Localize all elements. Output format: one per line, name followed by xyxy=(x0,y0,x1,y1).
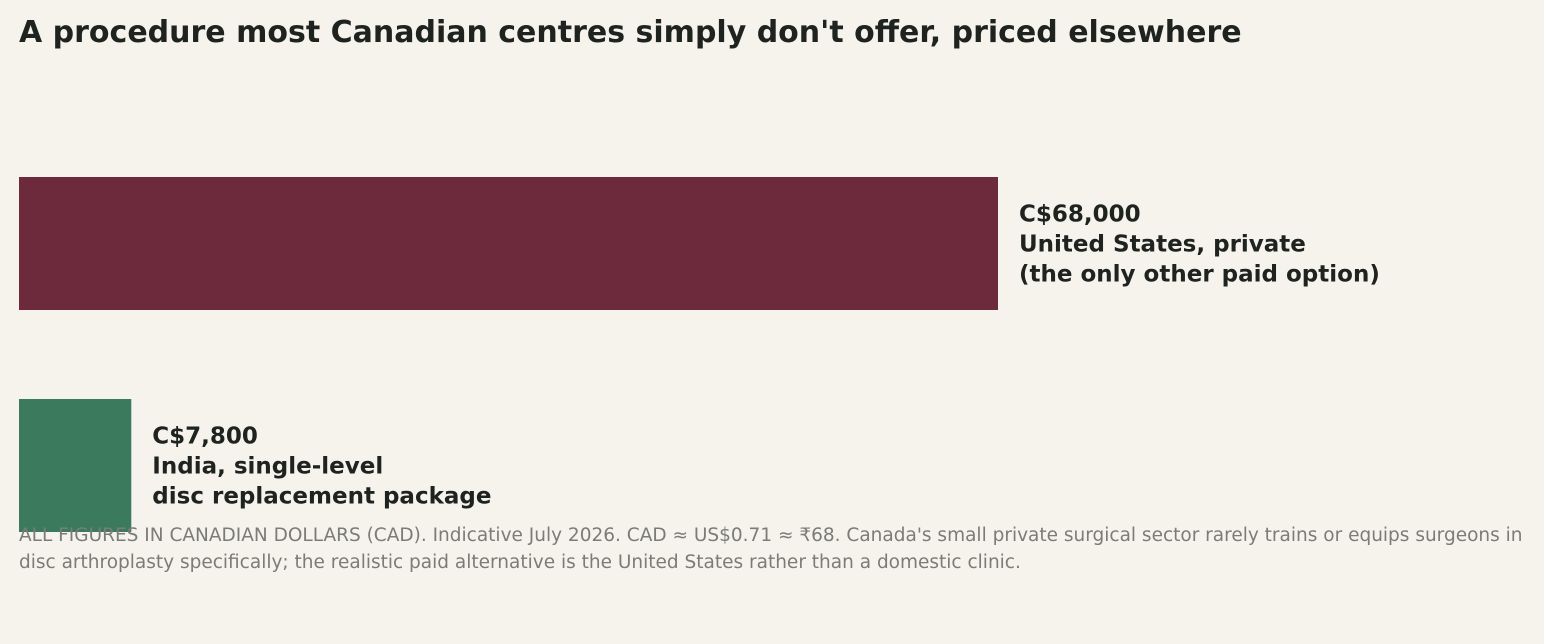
bar-label-1: C$7,800 India, single-level disc replaceme… xyxy=(152,424,491,510)
bar-label-line: United States, private xyxy=(1019,232,1306,258)
chart-title: A procedure most Canadian centres simply… xyxy=(19,15,1242,50)
footnote: ALL FIGURES IN CANADIAN DOLLARS (CAD). I… xyxy=(19,525,1523,573)
bar-label-line: C$68,000 xyxy=(1019,202,1141,228)
bar-label-line: disc replacement package xyxy=(152,484,491,510)
bar-1 xyxy=(19,399,132,532)
bar-0 xyxy=(19,177,998,310)
bar-label-line: (the only other paid option) xyxy=(1019,262,1380,288)
bar-label-0: C$68,000 United States, private (the only … xyxy=(1019,202,1380,288)
bar-label-line: India, single-level xyxy=(152,454,383,480)
bar-label-line: C$7,800 xyxy=(152,424,258,450)
